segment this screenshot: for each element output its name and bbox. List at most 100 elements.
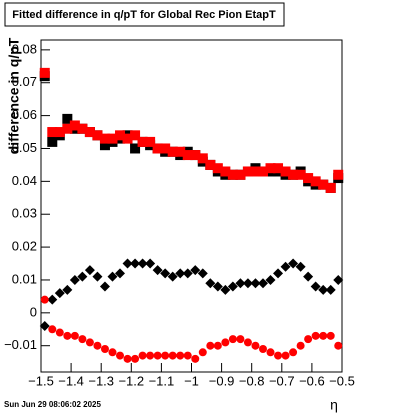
y-tick-label: 0.01 [12,271,37,286]
marker [326,331,335,340]
marker [303,173,314,184]
marker [62,113,73,124]
marker [168,351,177,360]
marker [77,123,88,134]
marker [265,274,276,285]
marker [123,354,132,363]
marker [273,163,284,174]
x-tick-label: −1.1 [149,373,175,388]
marker [258,344,267,353]
marker [318,179,329,190]
marker [251,341,260,350]
marker [265,163,276,174]
marker [153,351,162,360]
marker [146,351,155,360]
marker [93,341,102,350]
marker [107,133,118,144]
x-tick-label: −1 [184,373,199,388]
marker [220,166,231,177]
marker [303,271,314,282]
marker [304,335,313,344]
x-tick-label: −0.7 [269,373,295,388]
marker [296,341,305,350]
marker [107,271,118,282]
x-tick-label: −0.9 [209,373,235,388]
marker [250,166,261,177]
marker [40,295,49,304]
marker [190,265,201,276]
marker [115,130,126,141]
marker [235,278,246,289]
x-tick-label: −0.8 [239,373,265,388]
marker [108,348,117,357]
marker [130,258,141,269]
marker [182,150,193,161]
marker [85,338,94,347]
marker [333,169,344,180]
marker [235,169,246,180]
marker [47,127,58,138]
marker [122,133,133,144]
marker [131,354,140,363]
marker [39,320,50,331]
marker [197,153,208,164]
marker [175,146,186,157]
marker [257,278,268,289]
marker [273,268,284,279]
marker [242,278,253,289]
marker [212,281,223,292]
marker [242,166,253,177]
marker [152,143,163,154]
marker [115,268,126,279]
marker [167,271,178,282]
marker [63,331,72,340]
marker [78,335,87,344]
marker [69,120,80,131]
marker [70,331,79,340]
y-axis-label: difference in q/pT [6,37,22,154]
marker [289,348,298,357]
marker [84,265,95,276]
marker [160,268,171,279]
marker [205,159,216,170]
marker [62,123,73,134]
marker [227,169,238,180]
marker [92,271,103,282]
marker [175,268,186,279]
marker [227,281,238,292]
marker [99,140,110,151]
marker [167,146,178,157]
x-tick-label: −0.5 [329,373,355,388]
marker [257,166,268,177]
marker [318,284,329,295]
marker [55,328,64,337]
marker [69,274,80,285]
marker [92,130,103,141]
chart-title: Fitted difference in q/pT for Global Rec… [12,9,276,21]
plot-frame [40,39,343,373]
y-tick-label: 0.06 [12,107,37,122]
marker [54,288,65,299]
marker [333,274,344,285]
marker [176,351,185,360]
marker [325,284,336,295]
x-tick-label: −1.2 [118,373,144,388]
marker [213,341,222,350]
marker [281,351,290,360]
marker [274,351,283,360]
marker [310,176,321,187]
marker [288,169,299,180]
marker [280,261,291,272]
marker [206,341,215,350]
marker [100,344,109,353]
marker [99,133,110,144]
marker [280,166,291,177]
marker [191,354,200,363]
marker [99,281,110,292]
marker [319,331,328,340]
marker [84,127,95,138]
marker [266,348,275,357]
marker [137,136,148,147]
marker [325,182,336,193]
x-tick-label: −1.3 [88,373,114,388]
